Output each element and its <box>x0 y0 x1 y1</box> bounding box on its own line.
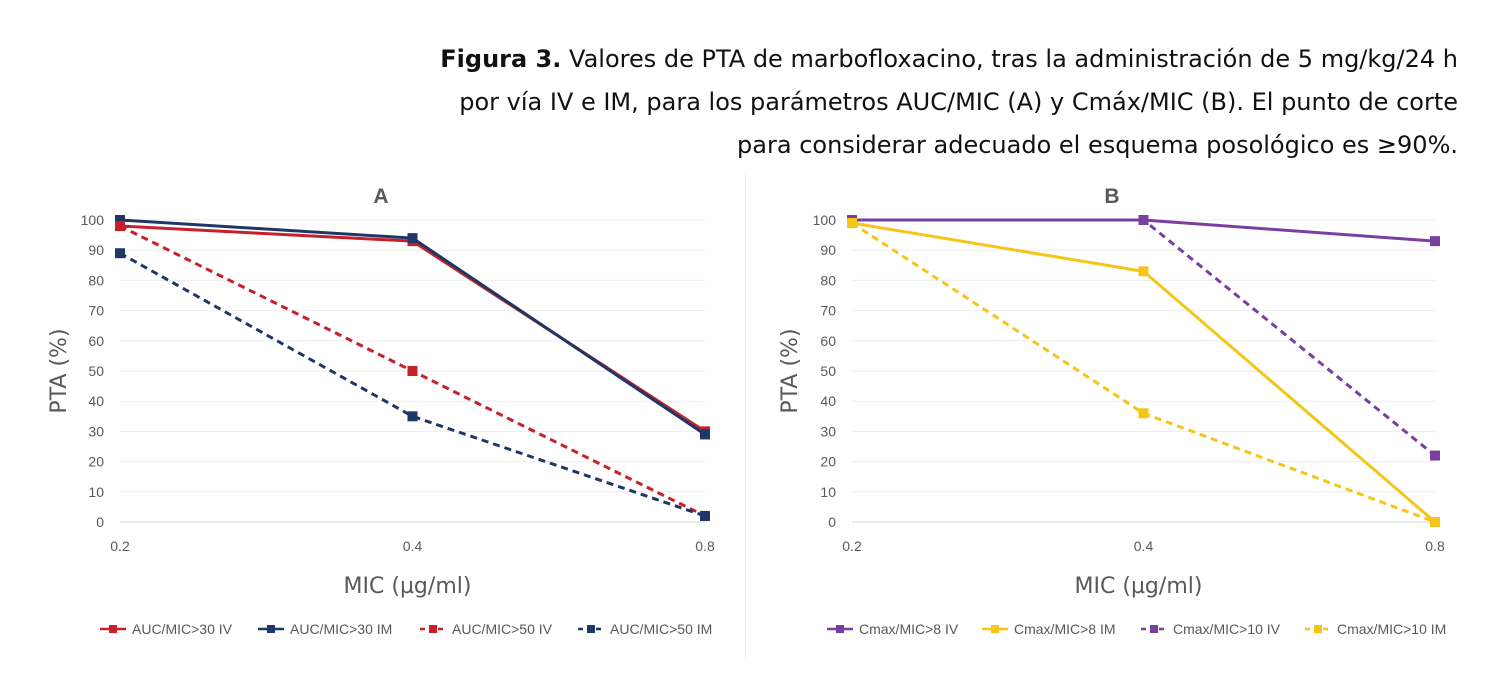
legend-label: Cmax/MIC>10 IV <box>1173 621 1281 637</box>
y-tick-label: 30 <box>820 423 836 439</box>
y-tick-label: 0 <box>96 514 104 530</box>
x-tick-label: 0.8 <box>695 538 715 554</box>
y-tick-label: 10 <box>820 484 836 500</box>
caption-line-3: para considerar adecuado el esquema poso… <box>737 131 1458 159</box>
data-point-marker <box>115 221 125 232</box>
y-tick-label: 10 <box>88 484 104 500</box>
caption-line-2: por vía IV e IM, para los parámetros AUC… <box>459 88 1458 116</box>
y-tick-label: 60 <box>88 333 104 349</box>
data-point-marker <box>700 429 710 440</box>
caption-lead: Figura 3. <box>440 45 562 73</box>
legend-marker <box>991 625 999 633</box>
data-point-marker <box>1430 517 1440 527</box>
x-tick-label: 0.4 <box>403 538 423 554</box>
chart-panel-b: 0 10 20 30 40 50 60 70 80 90 100 0.2 0.4 0.8 B MIC (µg/… <box>778 185 1446 637</box>
y-tick-label: 80 <box>88 272 104 288</box>
y-tick-label: 20 <box>88 454 104 470</box>
data-point-marker <box>115 248 125 259</box>
legend-label: Cmax/MIC>8 IM <box>1014 621 1116 637</box>
legend-label: Cmax/MIC>10 IM <box>1337 621 1446 637</box>
y-tick-label: 100 <box>813 212 837 228</box>
y-tick-label: 40 <box>88 393 104 409</box>
x-axis-label: MIC (µg/ml) <box>1075 574 1203 599</box>
legend-label: Cmax/MIC>8 IV <box>859 621 959 637</box>
y-tick-label: 20 <box>820 454 836 470</box>
series-line <box>119 218 706 436</box>
legend-marker <box>1150 625 1158 633</box>
y-tick-label: 70 <box>88 303 104 319</box>
data-point-marker <box>1430 450 1440 461</box>
y-tick-label: 60 <box>820 333 836 349</box>
y-tick-label: 30 <box>88 423 104 439</box>
y-axis-label: PTA (%) <box>47 328 72 413</box>
legend-marker <box>836 625 844 633</box>
legend-marker <box>1314 625 1322 633</box>
y-tick-label: 50 <box>88 363 104 379</box>
caption-text-1: Valores de PTA de marbofloxacino, tras l… <box>569 45 1458 73</box>
x-tick-label: 0.4 <box>1134 538 1154 554</box>
data-point-marker <box>1138 266 1149 277</box>
data-point-marker <box>407 233 418 244</box>
y-tick-label: 80 <box>820 272 836 288</box>
panel-divider <box>745 172 746 660</box>
y-tick-label: 90 <box>820 242 836 258</box>
caption-line-1: Figura 3. Valores de PTA de marbofloxaci… <box>358 38 1458 81</box>
y-tick-label: 70 <box>820 303 836 319</box>
legend-marker <box>587 625 595 633</box>
x-tick-label: 0.8 <box>1425 538 1445 554</box>
y-tick-label: 90 <box>88 242 104 258</box>
series-line <box>119 251 706 518</box>
x-tick-label: 0.2 <box>110 538 130 554</box>
data-point-marker <box>407 411 418 422</box>
data-point-marker <box>847 218 857 229</box>
data-point-marker <box>1138 215 1149 225</box>
y-tick-label: 0 <box>828 514 836 530</box>
x-tick-label: 0.2 <box>842 538 862 554</box>
series-line <box>852 218 1436 457</box>
chart-title: B <box>1104 185 1119 208</box>
legend-marker <box>429 625 437 633</box>
y-axis-label: PTA (%) <box>778 328 803 413</box>
chart-title: A <box>373 185 388 208</box>
x-axis-label: MIC (µg/ml) <box>344 574 472 599</box>
data-point-marker <box>407 366 418 376</box>
y-tick-label: 50 <box>820 363 836 379</box>
legend-label: AUC/MIC>50 IM <box>610 621 712 637</box>
y-tick-label: 100 <box>81 212 105 228</box>
figure-caption: Figura 3. Valores de PTA de marbofloxaci… <box>358 38 1458 167</box>
chart-panel-a: 0 10 20 30 40 50 60 70 80 90 100 0.2 0.4 0.8 A MIC (µg/… <box>47 185 715 637</box>
series-line <box>119 224 706 433</box>
data-point-marker <box>700 510 710 521</box>
legend-label: AUC/MIC>30 IM <box>290 621 392 637</box>
data-point-marker <box>1138 408 1149 419</box>
legend-marker <box>267 625 275 633</box>
y-tick-label: 40 <box>820 393 836 409</box>
legend-label: AUC/MIC>30 IV <box>132 621 233 637</box>
legend-marker <box>109 625 117 633</box>
legend-label: AUC/MIC>50 IV <box>452 621 553 637</box>
data-point-marker <box>1430 236 1440 247</box>
